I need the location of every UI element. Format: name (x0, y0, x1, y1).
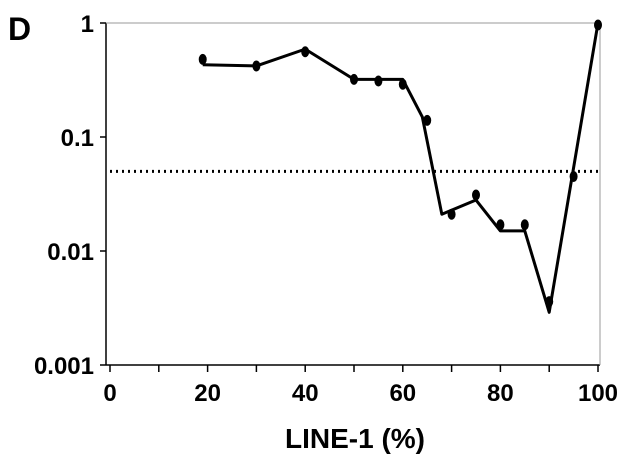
data-point (423, 114, 432, 126)
y-tick-label: 0.01 (47, 239, 94, 266)
y-tick-label: 0.001 (34, 353, 94, 380)
y-tick-label: 0.1 (61, 125, 94, 152)
x-axis-label: LINE-1 (%) (285, 423, 425, 454)
x-tick-label: 40 (292, 380, 319, 407)
fit-line (202, 22, 600, 314)
x-tick-label: 20 (194, 380, 221, 407)
x-tick-label: 60 (389, 380, 416, 407)
data-point (198, 53, 207, 65)
y-tick-label: 1 (81, 11, 94, 38)
x-tick-label: 100 (578, 380, 618, 407)
panel-label: D (8, 11, 31, 47)
data-point (472, 189, 480, 201)
data-point (374, 75, 383, 87)
x-tick-label: 80 (487, 380, 514, 407)
x-tick-label: 0 (103, 380, 116, 407)
data-point (520, 219, 529, 231)
